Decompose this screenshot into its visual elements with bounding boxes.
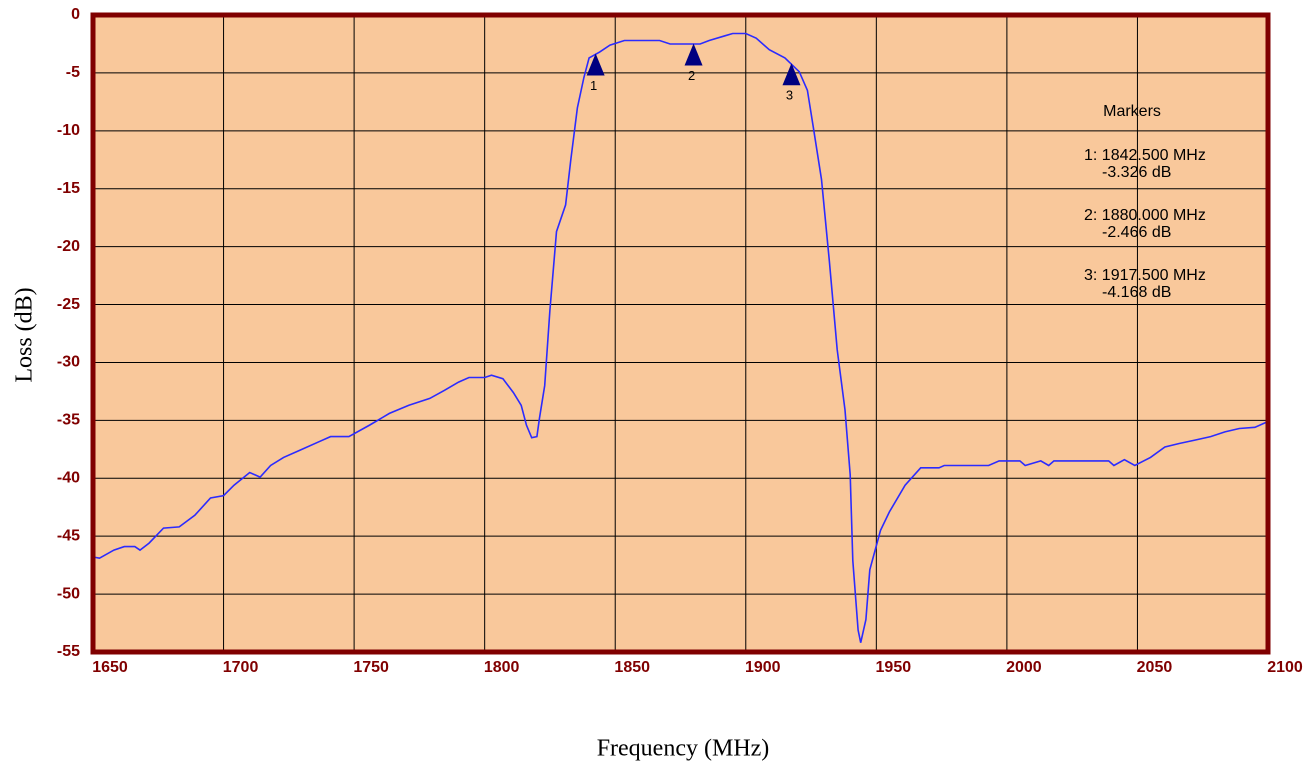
marker-loss: -2.466 dB (1102, 224, 1171, 241)
x-tick-label: 2100 (1267, 659, 1303, 676)
x-tick-label: 1750 (353, 659, 389, 676)
y-tick-label: -35 (57, 412, 80, 429)
plot-frame (90, 12, 1271, 655)
plot-area (93, 15, 1268, 652)
lines (92, 32, 1269, 643)
y-tick-label: -50 (57, 585, 80, 602)
markers-title: Markers (1103, 103, 1161, 120)
y-tick-label: -30 (57, 354, 80, 371)
y-tick-label: 0 (71, 6, 80, 23)
marker-loss: -4.168 dB (1102, 284, 1171, 301)
marker (684, 43, 703, 66)
x-axis-title: Frequency (MHz) (597, 736, 770, 762)
marker-loss: -3.326 dB (1102, 164, 1171, 181)
marker-id: 1 (590, 78, 597, 93)
y-tick-label: -40 (57, 469, 80, 486)
y-tick-label: -15 (57, 180, 80, 197)
x-tick-label: 2050 (1137, 659, 1173, 676)
marker (586, 53, 605, 76)
x-tick-label: 1900 (745, 659, 781, 676)
y-tick-label: -10 (57, 122, 80, 139)
x-tick-label: 1800 (484, 659, 520, 676)
y-axis-title: Loss (dB) (12, 287, 38, 382)
marker-frequency: 3: 1917.500 MHz (1084, 267, 1206, 284)
y-tick-label: -55 (57, 643, 80, 660)
data-line (92, 32, 1269, 643)
marker-frequency: 2: 1880.000 MHz (1084, 207, 1206, 224)
marker-id: 3 (786, 88, 793, 103)
y-tick-label: -20 (57, 238, 80, 255)
x-tick-label: 2000 (1006, 659, 1042, 676)
y-tick-label: -45 (57, 527, 80, 544)
marker (782, 63, 801, 86)
x-tick-label: 1650 (92, 659, 128, 676)
y-tick-label: -25 (57, 296, 80, 313)
marker-frequency: 1: 1842.500 MHz (1084, 147, 1206, 164)
x-tick-label: 1700 (223, 659, 259, 676)
y-tick-label: -5 (66, 64, 80, 81)
x-tick-label: 1850 (614, 659, 650, 676)
marker-id: 2 (688, 68, 695, 83)
x-tick-label: 1950 (876, 659, 912, 676)
